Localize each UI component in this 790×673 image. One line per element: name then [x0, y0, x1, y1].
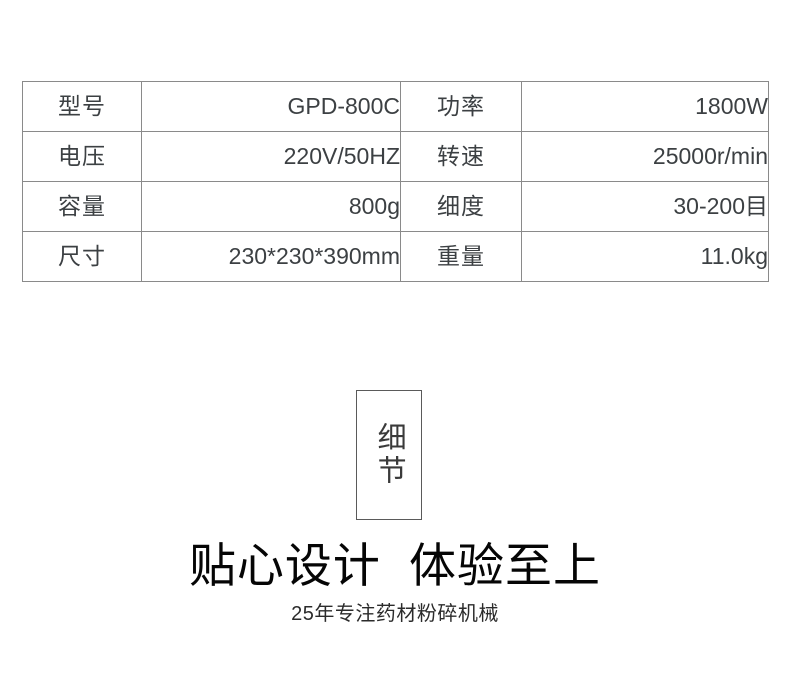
detail-section-badge: 细节: [356, 390, 422, 520]
page-title: 贴心设计 体验至上: [188, 539, 602, 592]
spec-value-speed: 25000r/min: [521, 131, 769, 182]
spec-label-dimension: 尺寸: [22, 231, 142, 282]
spec-label-speed: 转速: [400, 131, 522, 182]
spec-value-dimension: 230*230*390mm: [141, 231, 401, 282]
table-row: 型号 GPD-800C 功率 1800W: [22, 81, 769, 132]
specifications-table: 型号 GPD-800C 功率 1800W 电压 220V/50HZ 转速 250…: [22, 81, 769, 282]
section-heading-block: 贴心设计 体验至上 25年专注药材粉碎机械: [0, 539, 790, 626]
spec-value-weight: 11.0kg: [521, 231, 769, 282]
spec-value-model: GPD-800C: [141, 81, 401, 132]
detail-section-badge-label: 细节: [373, 422, 406, 488]
spec-value-power: 1800W: [521, 81, 769, 132]
page-subtitle: 25年专注药材粉碎机械: [291, 602, 499, 625]
spec-label-power: 功率: [400, 81, 522, 132]
spec-label-voltage: 电压: [22, 131, 142, 182]
table-row: 电压 220V/50HZ 转速 25000r/min: [22, 131, 769, 182]
table-row: 容量 800g 细度 30-200目: [22, 181, 769, 232]
spec-value-capacity: 800g: [141, 181, 401, 232]
spec-label-weight: 重量: [400, 231, 522, 282]
spec-label-capacity: 容量: [22, 181, 142, 232]
spec-value-fineness: 30-200目: [521, 181, 769, 232]
spec-table-container: 型号 GPD-800C 功率 1800W 电压 220V/50HZ 转速 250…: [22, 81, 769, 282]
spec-label-model: 型号: [22, 81, 142, 132]
spec-label-fineness: 细度: [400, 181, 522, 232]
spec-value-voltage: 220V/50HZ: [141, 131, 401, 182]
table-row: 尺寸 230*230*390mm 重量 11.0kg: [22, 231, 769, 282]
